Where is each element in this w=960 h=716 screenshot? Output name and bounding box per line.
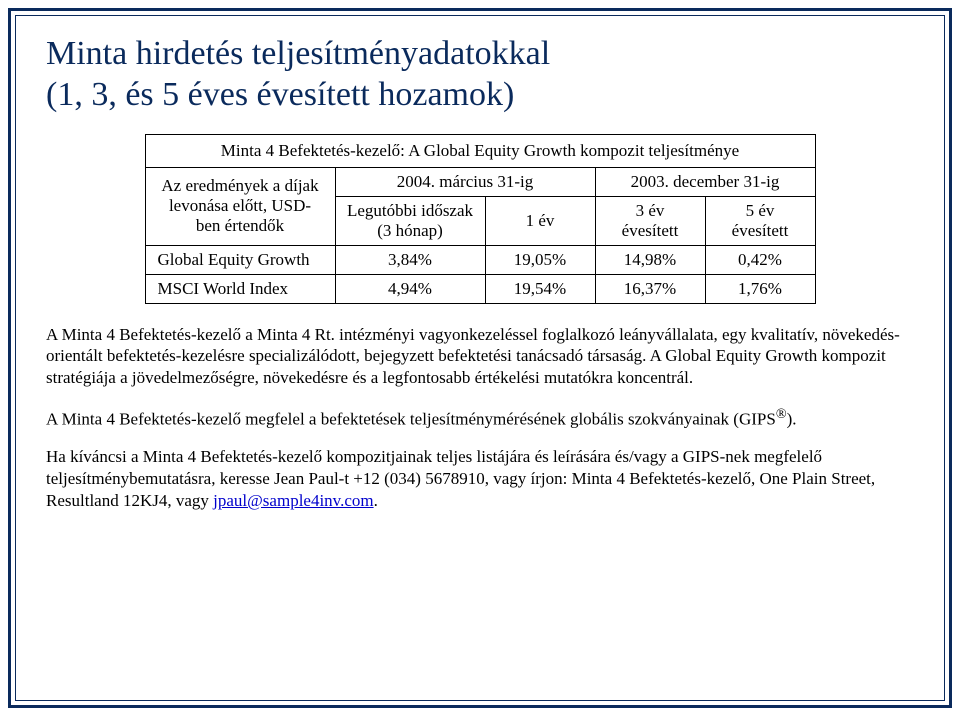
p3-a: Ha kíváncsi a Minta 4 Befektetés-kezelő … xyxy=(46,447,875,510)
title-line-1: Minta hirdetés teljesítményadatokkal xyxy=(46,34,914,75)
table-caption-row: Minta 4 Befektetés-kezelő: A Global Equi… xyxy=(145,134,815,167)
cell: 1,76% xyxy=(705,274,815,303)
email-link[interactable]: jpaul@sample4inv.com xyxy=(213,491,373,510)
body-text: A Minta 4 Befektetés-kezelő a Minta 4 Rt… xyxy=(46,324,914,528)
cell: 3,84% xyxy=(335,245,485,274)
date-right: 2003. december 31-ig xyxy=(595,167,815,196)
cell: 4,94% xyxy=(335,274,485,303)
table-row: Global Equity Growth 3,84% 19,05% 14,98%… xyxy=(145,245,815,274)
table-caption: Minta 4 Befektetés-kezelő: A Global Equi… xyxy=(145,134,815,167)
cell: 16,37% xyxy=(595,274,705,303)
registered-mark: ® xyxy=(776,406,787,422)
col-5y: 5 év évesített xyxy=(705,196,815,245)
table-date-row: Az eredmények a díjak levonása előtt, US… xyxy=(145,167,815,196)
cell: 14,98% xyxy=(595,245,705,274)
paragraph-2: A Minta 4 Befektetés-kezelő megfelel a b… xyxy=(46,405,914,430)
slide-content: Minta hirdetés teljesítményadatokkal (1,… xyxy=(15,15,945,701)
title-line-2: (1, 3, és 5 éves évesített hozamok) xyxy=(46,75,914,116)
cell: 0,42% xyxy=(705,245,815,274)
col-1y: 1 év xyxy=(485,196,595,245)
table-row: MSCI World Index 4,94% 19,54% 16,37% 1,7… xyxy=(145,274,815,303)
col-period: Legutóbbi időszak (3 hónap) xyxy=(335,196,485,245)
cell: 19,05% xyxy=(485,245,595,274)
outer-frame: Minta hirdetés teljesítményadatokkal (1,… xyxy=(8,8,952,708)
rowheader-label: Az eredmények a díjak levonása előtt, US… xyxy=(145,167,335,245)
p2-a: A Minta 4 Befektetés-kezelő megfelel a b… xyxy=(46,410,776,429)
performance-table: Minta 4 Befektetés-kezelő: A Global Equi… xyxy=(145,134,816,304)
date-left: 2004. március 31-ig xyxy=(335,167,595,196)
row-label: MSCI World Index xyxy=(145,274,335,303)
performance-table-container: Minta 4 Befektetés-kezelő: A Global Equi… xyxy=(46,134,914,304)
p3-b: . xyxy=(374,491,378,510)
paragraph-3: Ha kíváncsi a Minta 4 Befektetés-kezelő … xyxy=(46,446,914,511)
paragraph-1: A Minta 4 Befektetés-kezelő a Minta 4 Rt… xyxy=(46,324,914,389)
row-label: Global Equity Growth xyxy=(145,245,335,274)
p2-b: ). xyxy=(787,410,797,429)
col-3y: 3 év évesített xyxy=(595,196,705,245)
cell: 19,54% xyxy=(485,274,595,303)
